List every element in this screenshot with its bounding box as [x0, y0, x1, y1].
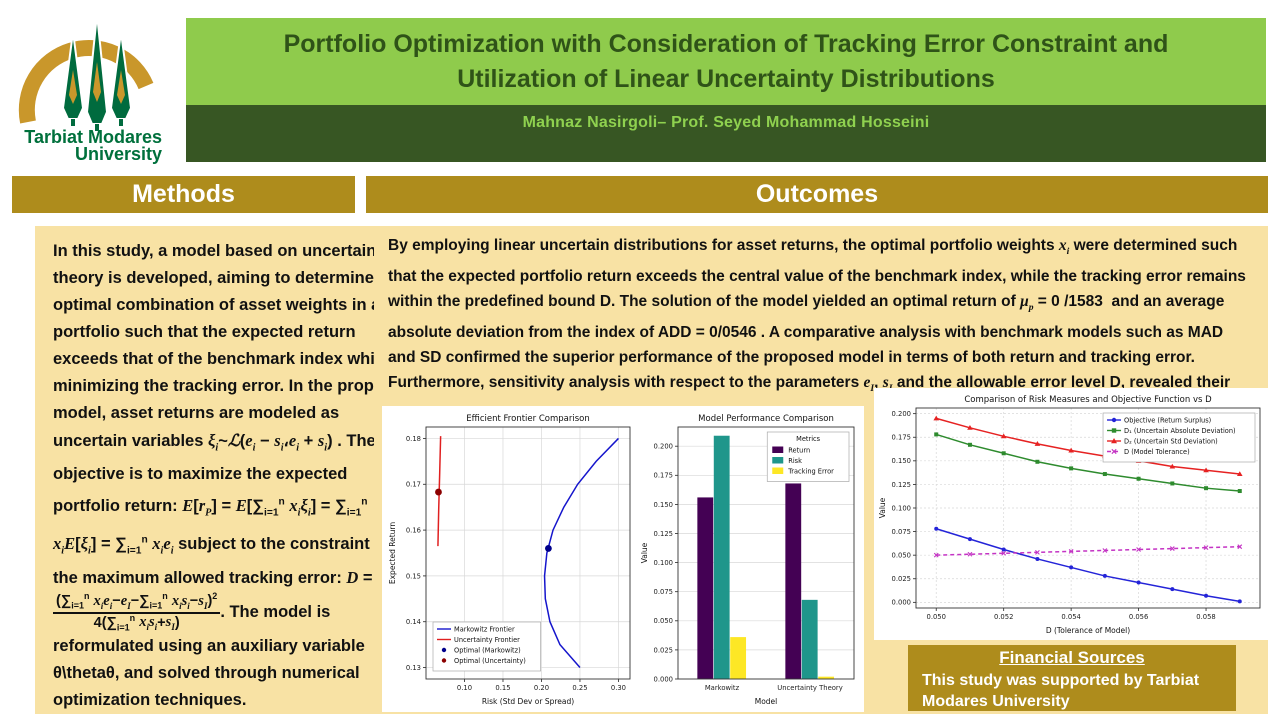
svg-text:0.058: 0.058 [1196, 613, 1215, 621]
charts-panel-left: 0.13 0.14 0.15 0.16 0.17 0.18 0.10 0.15 0.20 0.25… [382, 406, 864, 712]
svg-text:0.100: 0.100 [654, 559, 673, 567]
svg-text:Markowitz: Markowitz [705, 684, 740, 692]
financial-sources-heading: Financial Sources [999, 648, 1145, 667]
svg-text:0.075: 0.075 [654, 588, 673, 596]
svg-text:0.025: 0.025 [654, 646, 673, 654]
svg-text:0.15: 0.15 [406, 572, 421, 580]
svg-text:0.000: 0.000 [654, 675, 673, 683]
svg-text:0.150: 0.150 [892, 457, 911, 465]
svg-text:Metrics: Metrics [796, 435, 820, 443]
svg-text:D₂ (Uncertain Std Deviation): D₂ (Uncertain Std Deviation) [1124, 438, 1218, 446]
svg-text:Risk: Risk [788, 457, 802, 465]
svg-text:D (Model Tolerance): D (Model Tolerance) [1124, 448, 1190, 456]
financial-sources-text: This study was supported by Tarbiat Moda… [922, 672, 1200, 710]
svg-text:Value: Value [640, 542, 649, 563]
risk-measures-chart: 0.000 0.025 0.050 0.075 0.100 0.125 0.150 0.175… [876, 390, 1268, 638]
university-logo: Tarbiat Modares University [4, 0, 184, 166]
svg-text:0.052: 0.052 [994, 613, 1013, 621]
svg-text:Efficient Frontier Comparison: Efficient Frontier Comparison [466, 414, 589, 424]
svg-text:0.13: 0.13 [406, 664, 421, 672]
svg-text:0.125: 0.125 [654, 530, 673, 538]
svg-text:D (Tolerance of Model): D (Tolerance of Model) [1046, 626, 1130, 635]
svg-text:0.200: 0.200 [892, 410, 911, 418]
financial-sources-box: Financial Sources This study was support… [908, 645, 1236, 711]
methods-heading: Methods [132, 180, 235, 208]
logo-text-line1: Tarbiat Modares [24, 127, 162, 147]
model-performance-chart: 0.000 0.025 0.050 0.075 0.100 0.125 0.150 0.175… [638, 409, 862, 709]
svg-text:0.050: 0.050 [654, 617, 673, 625]
svg-text:D₁ (Uncertain Absolute Deviati: D₁ (Uncertain Absolute Deviation) [1124, 427, 1236, 435]
authors-bar: Mahnaz Nasirgoli– Prof. Seyed Mohammad H… [186, 105, 1266, 162]
svg-text:Optimal (Markowitz): Optimal (Markowitz) [454, 647, 521, 655]
svg-text:Expected Return: Expected Return [388, 522, 397, 585]
methods-paragraph: In this study, a model based on uncertai… [53, 242, 413, 710]
svg-text:Tracking Error: Tracking Error [787, 468, 834, 476]
svg-text:0.100: 0.100 [892, 504, 911, 512]
svg-text:0.050: 0.050 [892, 552, 911, 560]
svg-text:0.150: 0.150 [654, 501, 673, 509]
logo-text-line2: University [75, 144, 162, 164]
outcomes-heading: Outcomes [755, 180, 879, 208]
svg-text:0.30: 0.30 [611, 684, 626, 692]
charts-panel-right: 0.000 0.025 0.050 0.075 0.100 0.125 0.150 0.175… [874, 388, 1270, 640]
svg-text:0.200: 0.200 [654, 443, 673, 451]
methods-body: In this study, a model based on uncertai… [35, 226, 429, 714]
svg-text:Return: Return [788, 447, 810, 455]
svg-text:0.054: 0.054 [1061, 613, 1080, 621]
svg-text:0.17: 0.17 [406, 481, 421, 489]
svg-text:0.175: 0.175 [892, 434, 911, 442]
svg-text:Optimal (Uncertainty): Optimal (Uncertainty) [454, 657, 526, 665]
svg-text:0.000: 0.000 [892, 599, 911, 607]
svg-text:0.20: 0.20 [534, 684, 549, 692]
logo-cypress-trees [61, 13, 133, 131]
svg-text:Objective (Return Surplus): Objective (Return Surplus) [1124, 417, 1211, 425]
svg-text:0.10: 0.10 [457, 684, 472, 692]
svg-text:0.075: 0.075 [892, 528, 911, 536]
outcomes-section-header: Outcomes [366, 176, 1268, 213]
poster-title-text: Portfolio Optimization with Consideratio… [283, 30, 1169, 93]
svg-text:0.16: 0.16 [406, 526, 421, 534]
svg-text:0.14: 0.14 [406, 618, 421, 626]
svg-text:0.18: 0.18 [406, 435, 421, 443]
svg-text:0.025: 0.025 [892, 575, 911, 583]
svg-text:0.15: 0.15 [495, 684, 510, 692]
svg-text:Risk (Std Dev or Spread): Risk (Std Dev or Spread) [482, 697, 574, 706]
efficient-frontier-chart: 0.13 0.14 0.15 0.16 0.17 0.18 0.10 0.15 0.20 0.25… [386, 409, 638, 709]
svg-text:0.25: 0.25 [572, 684, 587, 692]
university-logo-icon: Tarbiat Modares University [18, 13, 162, 164]
svg-text:Value: Value [878, 497, 887, 518]
svg-text:Model: Model [755, 697, 778, 706]
methods-section-header: Methods [12, 176, 355, 213]
svg-text:0.056: 0.056 [1129, 613, 1148, 621]
poster-title: Portfolio Optimization with Consideratio… [186, 18, 1266, 105]
svg-text:Uncertainty Theory: Uncertainty Theory [777, 684, 843, 692]
svg-text:Model Performance Comparison: Model Performance Comparison [698, 414, 834, 424]
svg-text:0.125: 0.125 [892, 481, 911, 489]
svg-text:Uncertainty Frontier: Uncertainty Frontier [454, 636, 520, 644]
svg-text:Comparison of Risk Measures an: Comparison of Risk Measures and Objectiv… [964, 395, 1212, 405]
authors-text: Mahnaz Nasirgoli– Prof. Seyed Mohammad H… [522, 114, 930, 131]
svg-text:0.050: 0.050 [927, 613, 946, 621]
svg-text:Markowitz Frontier: Markowitz Frontier [454, 626, 515, 634]
svg-text:0.175: 0.175 [654, 472, 673, 480]
